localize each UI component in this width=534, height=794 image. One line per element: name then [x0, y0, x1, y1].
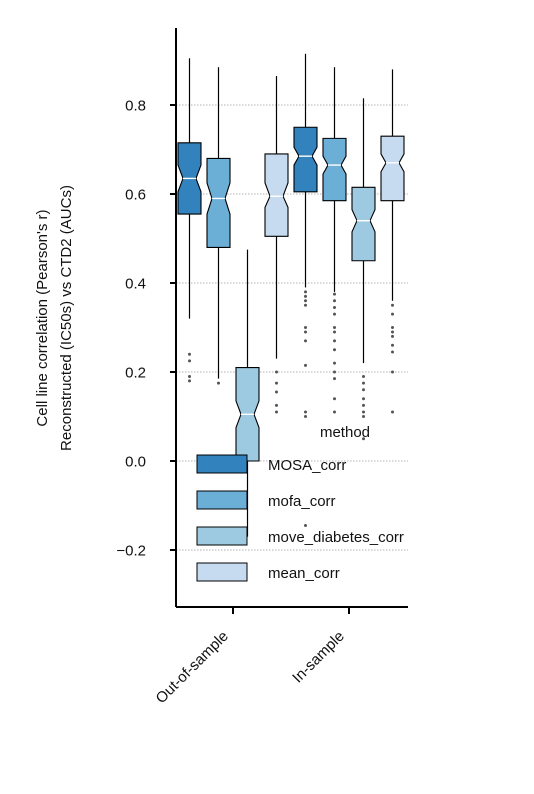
outlier-point [362, 403, 365, 407]
y-tick-label: −0.2 [116, 543, 146, 560]
outlier-point [304, 524, 307, 528]
outlier-point [188, 359, 191, 363]
outlier-point [333, 326, 336, 329]
outlier-point [333, 397, 336, 401]
outlier-point [333, 339, 336, 343]
outlier-point [304, 410, 307, 414]
legend-label: mean_corr [268, 565, 340, 582]
outlier-point [217, 381, 220, 385]
legend-swatch [196, 454, 248, 474]
outlier-point [304, 326, 307, 329]
outlier-point [304, 363, 307, 367]
outlier-point [188, 374, 191, 378]
box-mean_corr [380, 135, 405, 202]
outlier-point [275, 403, 278, 407]
outlier-point [333, 330, 336, 334]
outlier-point [275, 370, 278, 374]
axes: −0.2 0.0 0.2 0.4 0.6 0.8 Out-of-sample In-sampl… [116, 28, 408, 707]
legend-title: method [320, 424, 370, 441]
outlier-point [391, 326, 394, 329]
outlier-point [391, 334, 394, 338]
legend-swatch [196, 490, 248, 510]
outlier-point [304, 294, 307, 298]
outlier-point [188, 379, 191, 383]
outlier-point [275, 381, 278, 385]
x-tick-label: In-sample [289, 628, 348, 687]
outlier-point [362, 415, 365, 418]
outlier-point [333, 348, 336, 352]
outlier-point [333, 410, 336, 414]
legend-swatch [196, 562, 248, 582]
y-axis-label-line2: Reconstructed (IC50s) vs CTD2 (AUCs) [58, 185, 75, 451]
box-move_diabetes_corr [351, 186, 376, 262]
outlier-point [391, 312, 394, 316]
outlier-point [333, 292, 336, 296]
outlier-point [391, 350, 394, 354]
outlier-point [362, 388, 365, 392]
box-mofa_corr [206, 157, 231, 248]
outlier-point [333, 377, 336, 381]
outlier-point [275, 390, 278, 394]
y-tick-label: 0.6 [125, 187, 146, 204]
outlier-point [362, 374, 365, 378]
outlier-point [333, 361, 336, 365]
y-tick-label: 0.4 [125, 276, 146, 293]
outlier-point [391, 410, 394, 414]
legend: method MOSA_corr mofa_corr move_diabetes_co… [196, 424, 404, 582]
outlier-point [304, 330, 307, 334]
y-axis-label-line1: Cell line correlation (Pearson's r) [34, 209, 51, 426]
box-mofa_corr [322, 137, 347, 202]
y-tick-label: 0.0 [125, 454, 146, 471]
outlier-point [391, 343, 394, 347]
outlier-point [333, 370, 336, 374]
box-MOSA_corr [293, 126, 318, 193]
y-tick-label: 0.8 [125, 98, 146, 115]
outlier-point [304, 299, 307, 303]
x-tick-label: Out-of-sample [153, 628, 232, 707]
y-tick-label: 0.2 [125, 365, 146, 382]
legend-swatch [196, 526, 248, 546]
outlier-point [333, 299, 336, 303]
outlier-point [362, 381, 365, 385]
outlier-point [304, 303, 307, 307]
outlier-point [304, 290, 307, 294]
outlier-point [333, 312, 336, 316]
outlier-point [391, 370, 394, 374]
outlier-point [362, 437, 365, 441]
outlier-point [362, 397, 365, 401]
legend-label: MOSA_corr [268, 457, 346, 474]
legend-label: mofa_corr [268, 493, 336, 510]
outlier-point [188, 352, 191, 356]
outlier-point [362, 410, 365, 414]
box-mean_corr [264, 153, 289, 237]
outlier-point [304, 415, 307, 418]
outlier-point [391, 330, 394, 334]
outlier-point [275, 410, 278, 414]
outlier-point [333, 305, 336, 309]
legend-label: move_diabetes_corr [268, 529, 404, 546]
outlier-point [391, 303, 394, 307]
outlier-point [304, 339, 307, 343]
